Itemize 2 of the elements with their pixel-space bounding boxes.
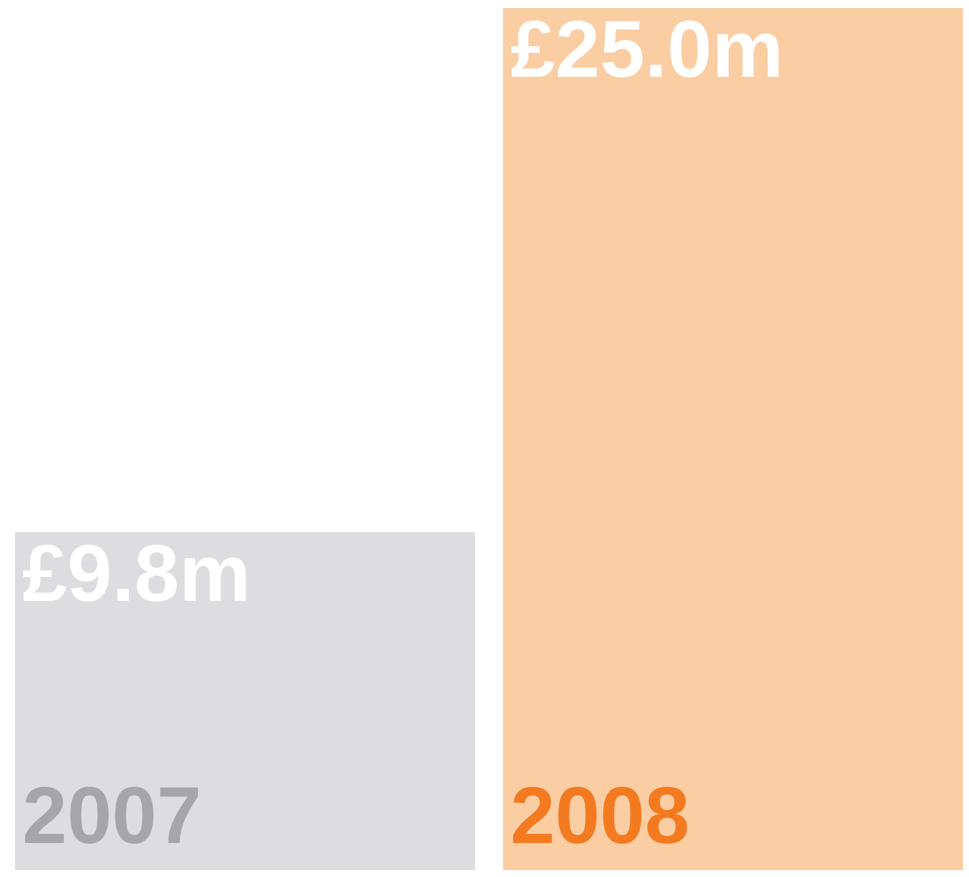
data-label: £25.0m bbox=[511, 20, 779, 78]
x-tick-label: 2008 bbox=[513, 786, 688, 844]
